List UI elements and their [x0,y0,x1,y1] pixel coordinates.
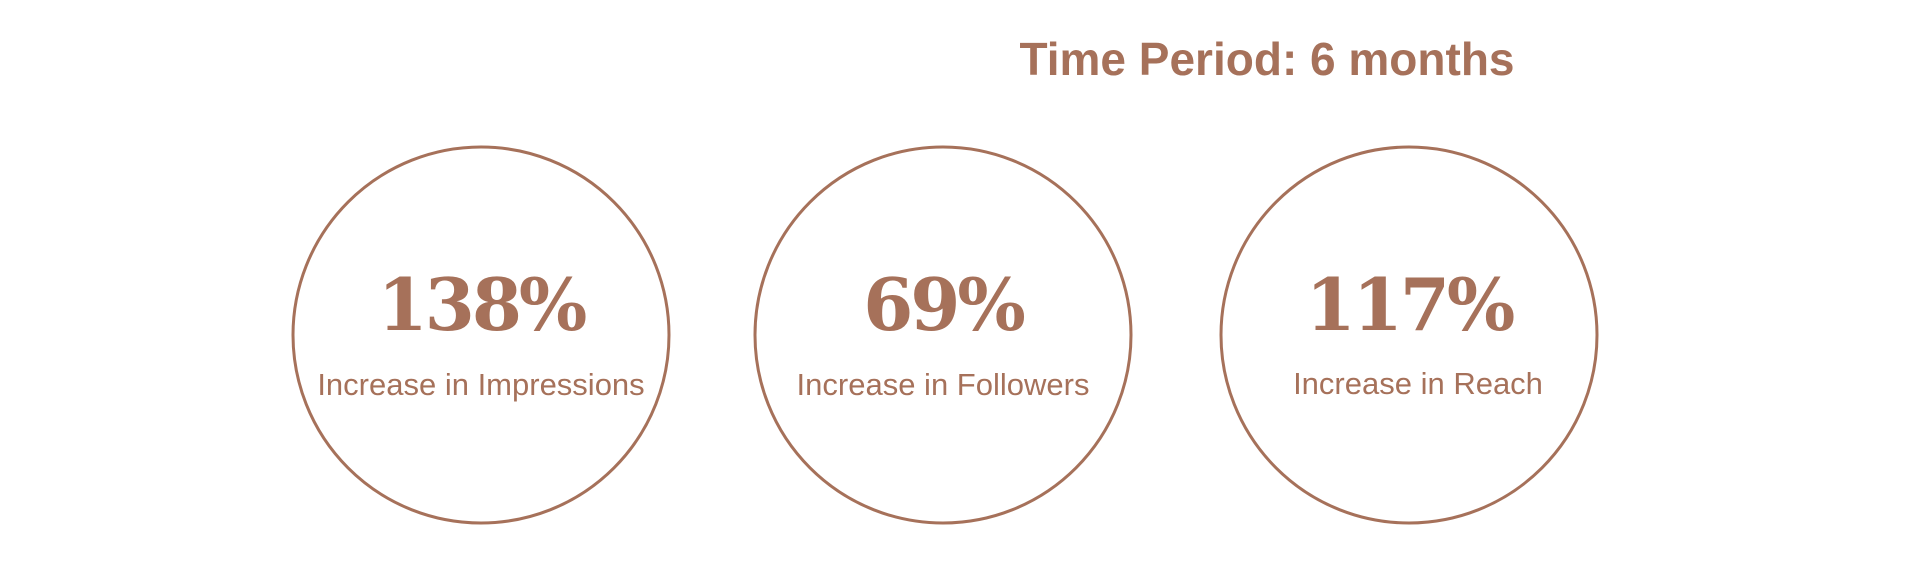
title: Time Period: 6 months [1019,33,1514,85]
stat-label: Increase in Impressions [317,367,644,402]
stat-value: 69% [863,262,1024,347]
stat-circle [1219,145,1599,525]
stat-circle [753,145,1133,525]
stat-circle [291,145,671,525]
stat-value: 138% [378,262,586,347]
stat-value: 117% [1306,262,1514,347]
stat-label: Increase in Reach [1293,366,1543,401]
stat-label: Increase in Followers [797,367,1090,402]
